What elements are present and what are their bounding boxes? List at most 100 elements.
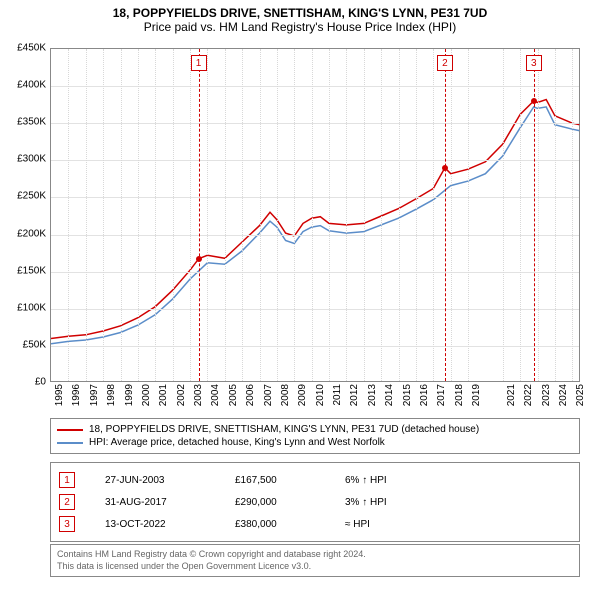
marker-box: 3: [526, 55, 542, 71]
legend-label: HPI: Average price, detached house, King…: [89, 437, 385, 448]
gridline-v: [381, 49, 382, 381]
gridline-v: [294, 49, 295, 381]
gridline-h: [51, 235, 579, 236]
ytick-label: £400K: [17, 80, 46, 91]
footer-box: Contains HM Land Registry data © Crown c…: [50, 544, 580, 577]
gridline-v: [103, 49, 104, 381]
xtick-label: 2019: [471, 384, 482, 406]
xtick-label: 1996: [71, 384, 82, 406]
gridline-v: [121, 49, 122, 381]
legend-row: 18, POPPYFIELDS DRIVE, SNETTISHAM, KING'…: [57, 423, 573, 436]
gridline-v: [399, 49, 400, 381]
marker-box: 1: [191, 55, 207, 71]
legend-swatch: [57, 442, 83, 444]
sale-row: 2 31-AUG-2017 £290,000 3% ↑ HPI: [59, 491, 571, 513]
ytick-label: £250K: [17, 191, 46, 202]
ytick-label: £300K: [17, 154, 46, 165]
sale-marker: 2: [59, 494, 75, 510]
xtick-label: 2007: [263, 384, 274, 406]
marker-dot: [531, 98, 537, 104]
gridline-v: [433, 49, 434, 381]
xtick-label: 2001: [158, 384, 169, 406]
xtick-label: 2017: [436, 384, 447, 406]
gridline-v: [451, 49, 452, 381]
sale-row: 1 27-JUN-2003 £167,500 6% ↑ HPI: [59, 469, 571, 491]
gridline-v: [416, 49, 417, 381]
sales-box: 1 27-JUN-2003 £167,500 6% ↑ HPI 2 31-AUG…: [50, 462, 580, 542]
xtick-label: 2010: [315, 384, 326, 406]
legend-box: 18, POPPYFIELDS DRIVE, SNETTISHAM, KING'…: [50, 418, 580, 454]
legend-swatch: [57, 429, 83, 431]
gridline-v: [190, 49, 191, 381]
gridline-v: [312, 49, 313, 381]
xtick-label: 2016: [419, 384, 430, 406]
ytick-label: £450K: [17, 43, 46, 54]
gridline-v: [260, 49, 261, 381]
marker-dot: [196, 256, 202, 262]
ytick-label: £150K: [17, 265, 46, 276]
gridline-v: [242, 49, 243, 381]
gridline-v: [155, 49, 156, 381]
sale-price: £167,500: [235, 475, 345, 486]
marker-box: 2: [437, 55, 453, 71]
marker-line: [445, 49, 446, 381]
legend-label: 18, POPPYFIELDS DRIVE, SNETTISHAM, KING'…: [89, 424, 479, 435]
ytick-label: £200K: [17, 228, 46, 239]
xtick-label: 2003: [193, 384, 204, 406]
chart-area: 1 2 3: [50, 48, 580, 382]
xtick-label: 2013: [367, 384, 378, 406]
chart-subtitle: Price paid vs. HM Land Registry's House …: [0, 20, 600, 34]
sale-marker-num: 2: [64, 497, 70, 508]
footer-line1: Contains HM Land Registry data © Crown c…: [57, 549, 573, 561]
gridline-v: [138, 49, 139, 381]
gridline-v: [364, 49, 365, 381]
sale-marker: 1: [59, 472, 75, 488]
ytick-label: £50K: [23, 339, 46, 350]
xtick-label: 2022: [523, 384, 534, 406]
xtick-label: 2011: [332, 384, 343, 406]
sale-marker-num: 3: [64, 519, 70, 530]
gridline-h: [51, 346, 579, 347]
gridline-v: [572, 49, 573, 381]
title-block: 18, POPPYFIELDS DRIVE, SNETTISHAM, KING'…: [0, 0, 600, 36]
sale-date: 13-OCT-2022: [105, 519, 235, 530]
gridline-h: [51, 160, 579, 161]
gridline-v: [207, 49, 208, 381]
chart-svg: [51, 49, 581, 383]
xtick-label: 1998: [106, 384, 117, 406]
legend-row: HPI: Average price, detached house, King…: [57, 436, 573, 449]
sale-date: 31-AUG-2017: [105, 497, 235, 508]
sale-price: £380,000: [235, 519, 345, 530]
footer-line2: This data is licensed under the Open Gov…: [57, 561, 573, 573]
xtick-label: 1999: [124, 384, 135, 406]
gridline-v: [346, 49, 347, 381]
sale-delta: 3% ↑ HPI: [345, 497, 571, 508]
xtick-label: 2024: [558, 384, 569, 406]
xtick-label: 2004: [210, 384, 221, 406]
xtick-label: 2025: [575, 384, 586, 406]
xtick-label: 2000: [141, 384, 152, 406]
gridline-h: [51, 86, 579, 87]
sale-row: 3 13-OCT-2022 £380,000 ≈ HPI: [59, 513, 571, 535]
ytick-label: £350K: [17, 117, 46, 128]
xtick-label: 2023: [541, 384, 552, 406]
ytick-label: £0: [35, 377, 46, 388]
gridline-v: [329, 49, 330, 381]
ytick-label: £100K: [17, 302, 46, 313]
sale-marker: 3: [59, 516, 75, 532]
sale-date: 27-JUN-2003: [105, 475, 235, 486]
gridline-v: [277, 49, 278, 381]
sale-marker-num: 1: [64, 475, 70, 486]
gridline-v: [555, 49, 556, 381]
gridline-v: [520, 49, 521, 381]
series-price_paid: [51, 100, 579, 339]
gridline-v: [86, 49, 87, 381]
gridline-v: [225, 49, 226, 381]
xtick-label: 2018: [454, 384, 465, 406]
xtick-label: 1995: [54, 384, 65, 406]
gridline-v: [468, 49, 469, 381]
marker-dot: [442, 165, 448, 171]
xtick-label: 2015: [402, 384, 413, 406]
marker-line: [199, 49, 200, 381]
xtick-label: 2014: [384, 384, 395, 406]
